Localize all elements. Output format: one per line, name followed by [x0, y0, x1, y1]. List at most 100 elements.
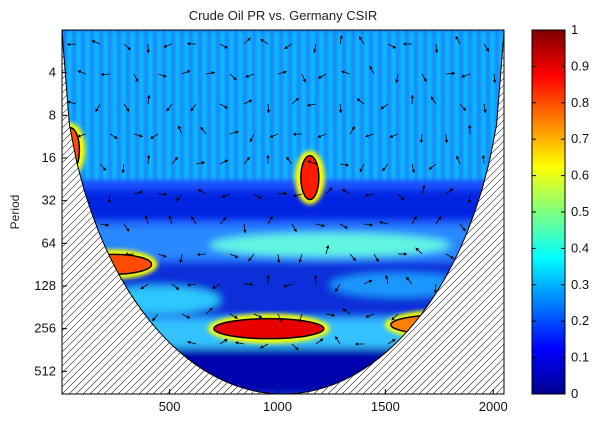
phase-arrow — [349, 126, 356, 135]
y-tick-label: 512 — [34, 363, 56, 378]
phase-arrow — [385, 275, 389, 285]
y-tick-label: 128 — [34, 278, 56, 293]
phase-arrow — [229, 313, 239, 319]
phase-arrow — [382, 163, 389, 172]
phase-arrow — [133, 73, 139, 83]
phase-arrow — [229, 73, 237, 81]
hatch-line — [425, 32, 504, 394]
phase-arrow — [229, 253, 239, 258]
y-axis: 4 8 16 32 64 128 256 512 — [34, 65, 67, 378]
colorbar — [532, 30, 565, 394]
colorbar-tick-label: 0.4 — [571, 240, 589, 255]
phase-arrow — [283, 283, 293, 288]
phase-arrow — [229, 130, 239, 135]
phase-arrow — [387, 338, 396, 345]
phase-arrow — [221, 193, 231, 198]
phase-arrow — [397, 193, 405, 201]
phase-arrow — [190, 103, 197, 112]
phase-arrow — [325, 187, 333, 195]
phase-arrow — [369, 65, 375, 75]
phase-arrow — [243, 37, 251, 45]
phase-arrow — [481, 154, 486, 165]
phase-arrow — [461, 73, 471, 78]
phase-arrow — [365, 193, 375, 197]
colorbar-tick-label: 0.7 — [571, 131, 589, 146]
phase-arrow — [301, 73, 306, 83]
phase-arrow — [325, 313, 335, 317]
phase-arrow — [219, 43, 229, 49]
phase-arrow — [312, 43, 317, 53]
phase-arrow — [248, 253, 255, 262]
phase-arrow — [266, 154, 270, 165]
phase-arrow — [171, 156, 178, 165]
phase-arrow — [411, 215, 417, 225]
x-tick-label: 1500 — [371, 399, 400, 414]
y-tick-label: 4 — [49, 65, 56, 80]
phase-arrow — [277, 191, 288, 196]
phase-arrow — [91, 40, 101, 45]
phase-arrow — [421, 185, 426, 195]
phase-arrow — [198, 189, 207, 195]
phase-arrow — [373, 253, 379, 262]
phase-arrow — [342, 188, 351, 195]
phase-arrow — [339, 163, 349, 167]
phase-arrow — [266, 274, 270, 285]
hatch-line — [397, 32, 504, 394]
phase-arrow — [181, 313, 191, 319]
phase-arrow — [292, 132, 303, 136]
phase-arrow — [307, 103, 317, 107]
phase-arrow — [277, 313, 282, 323]
phase-arrow — [163, 43, 173, 48]
colorbar-tick-label: 0.2 — [571, 313, 589, 328]
hatch-line — [404, 32, 504, 394]
phase-arrow — [219, 103, 229, 109]
phase-arrow — [151, 313, 159, 322]
phase-arrow — [190, 216, 197, 225]
phase-arrow — [430, 96, 437, 105]
phase-arrow — [419, 133, 424, 144]
coi-boundary — [62, 31, 504, 394]
phase-arrow — [365, 133, 375, 138]
phase-arrow — [259, 343, 269, 349]
phase-arrow — [269, 133, 279, 138]
phase-arrow — [168, 215, 173, 225]
phase-arrow — [467, 124, 472, 135]
phase-arrow — [277, 70, 287, 75]
hatch-line — [601, 30, 609, 394]
phase-arrow — [467, 193, 472, 203]
phase-arrow — [395, 73, 399, 83]
phase-arrow — [325, 245, 330, 255]
phase-arrow — [411, 163, 416, 173]
y-tick-label: 32 — [42, 193, 56, 208]
x-tick-label: 1000 — [263, 399, 292, 414]
phase-arrow — [317, 133, 327, 138]
x-axis: 500 1000 1500 2000 — [159, 389, 508, 414]
hatch-line — [418, 32, 504, 394]
phase-arrow — [397, 252, 408, 256]
phase-arrow — [66, 42, 77, 47]
phase-arrow — [243, 223, 247, 233]
phase-arrow — [99, 163, 107, 171]
phase-arrow — [243, 156, 251, 165]
phase-arrow — [428, 163, 437, 170]
phase-arrow — [410, 94, 415, 105]
phase-arrow — [95, 103, 101, 113]
phase-arrow — [456, 155, 461, 165]
hatch-line — [587, 30, 609, 394]
y-tick-label: 64 — [42, 235, 56, 250]
phase-arrows — [66, 35, 497, 351]
phase-arrow — [359, 163, 365, 173]
phase-arrow — [445, 188, 454, 195]
phase-arrow — [243, 282, 254, 287]
phase-arrow — [67, 100, 77, 105]
phase-arrow — [99, 223, 109, 227]
phase-arrow — [291, 343, 299, 351]
phase-arrow — [293, 193, 303, 198]
phase-arrow — [434, 43, 439, 53]
phase-arrow — [171, 283, 180, 291]
phase-arrow — [157, 192, 168, 197]
phase-arrow — [100, 72, 111, 77]
phase-arrow — [175, 193, 183, 202]
phase-arrow — [421, 73, 427, 83]
